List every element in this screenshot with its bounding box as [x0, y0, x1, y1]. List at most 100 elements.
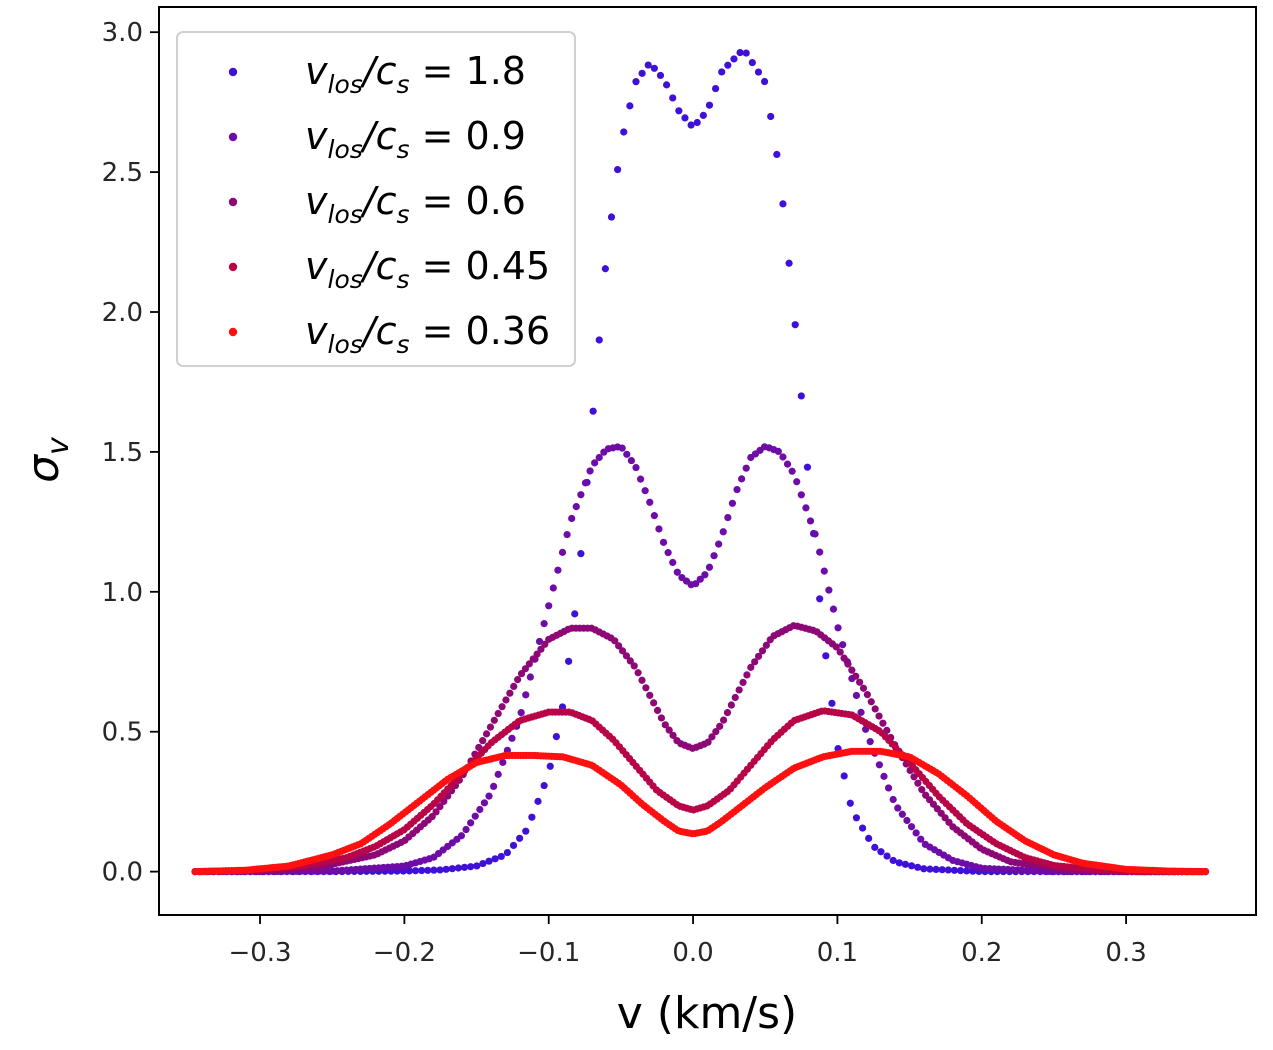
- plot-frame: [158, 6, 1257, 916]
- data-point: [938, 866, 946, 874]
- data-point: [502, 696, 510, 704]
- data-point: [720, 716, 728, 724]
- data-point: [681, 114, 689, 122]
- legend: vlos/cs = 1.8 vlos/cs = 0.9 vlos/cs = 0.6 v…: [176, 31, 576, 367]
- data-point: [607, 213, 616, 221]
- data-point: [494, 770, 502, 778]
- data-point: [525, 660, 533, 668]
- data-point: [956, 867, 965, 875]
- data-point: [641, 487, 649, 495]
- data-point: [701, 571, 709, 579]
- data-point: [526, 673, 534, 681]
- data-point: [920, 865, 928, 873]
- data-point: [646, 498, 654, 506]
- data-point: [490, 716, 498, 724]
- data-point: [779, 453, 787, 461]
- data-point: [522, 691, 530, 699]
- data-point: [490, 782, 498, 791]
- x-tick-label: 0.2: [961, 938, 1002, 968]
- data-point: [669, 94, 677, 102]
- y-axis-label: σv: [18, 436, 76, 483]
- data-point: [779, 200, 787, 208]
- data-point: [521, 665, 530, 673]
- y-tick-label: 2.5: [102, 158, 143, 188]
- data-point: [699, 111, 707, 119]
- data-point: [865, 834, 873, 842]
- data-point: [545, 602, 553, 610]
- data-point: [917, 835, 925, 843]
- data-point: [541, 640, 549, 648]
- legend-label: vlos/cs = 0.45: [305, 244, 550, 294]
- data-point: [411, 867, 420, 875]
- data-point: [903, 816, 911, 825]
- data-point: [705, 101, 714, 109]
- data-point: [509, 841, 518, 850]
- data-point: [546, 762, 554, 770]
- series-layer: [191, 48, 1210, 876]
- data-point: [728, 499, 737, 507]
- y-axis: 0.0 0.5 1.0 1.5 2.0 2.5 3.0: [102, 18, 159, 888]
- data-point: [529, 655, 537, 663]
- data-point: [517, 670, 526, 678]
- data-point: [884, 784, 893, 792]
- data-point: [866, 738, 874, 746]
- data-point: [622, 652, 631, 660]
- data-point: [747, 663, 755, 671]
- data-point: [811, 530, 819, 538]
- y-tick-label: 0.0: [102, 858, 143, 888]
- data-point: [692, 580, 700, 588]
- data-point: [719, 528, 727, 536]
- y-tick-label: 2.0: [102, 298, 143, 328]
- data-point: [852, 672, 860, 680]
- data-point: [788, 467, 796, 475]
- data-point: [895, 859, 903, 867]
- data-point: [618, 444, 626, 452]
- data-point: [424, 866, 432, 874]
- data-point: [844, 660, 852, 668]
- data-point: [877, 848, 885, 856]
- data-point: [586, 467, 594, 475]
- data-point: [499, 758, 507, 766]
- data-point: [901, 860, 910, 868]
- data-point: [731, 693, 739, 702]
- data-point: [577, 491, 585, 499]
- data-point: [724, 61, 732, 69]
- data-point: [442, 865, 450, 873]
- x-axis-label: v (km/s): [617, 988, 797, 1039]
- data-point: [963, 867, 971, 875]
- data-point: [816, 595, 824, 603]
- data-point: [498, 703, 506, 711]
- data-point: [646, 691, 654, 699]
- data-point: [627, 456, 635, 465]
- data-point: [848, 666, 856, 674]
- data-point: [889, 795, 897, 804]
- series-5: [191, 747, 1210, 876]
- data-point: [774, 447, 782, 455]
- data-point: [773, 150, 781, 159]
- data-point: [883, 852, 891, 860]
- data-point: [914, 863, 922, 871]
- data-point: [852, 691, 861, 700]
- data-point: [718, 68, 726, 76]
- data-point: [595, 336, 603, 344]
- data-point: [1201, 868, 1210, 876]
- data-point: [708, 733, 716, 741]
- data-point: [436, 866, 444, 874]
- data-point: [516, 834, 524, 842]
- data-point: [907, 823, 916, 831]
- data-point: [508, 734, 516, 742]
- data-point: [650, 64, 658, 72]
- data-point: [591, 459, 599, 467]
- data-point: [467, 863, 475, 871]
- data-point: [436, 803, 444, 811]
- data-point: [663, 81, 671, 89]
- data-point: [836, 648, 844, 656]
- data-point: [405, 867, 414, 875]
- data-point: [758, 647, 767, 655]
- data-point: [710, 552, 718, 560]
- y-tick-label: 3.0: [102, 18, 143, 48]
- data-point: [912, 829, 920, 837]
- data-point: [568, 514, 576, 523]
- data-point: [626, 102, 634, 110]
